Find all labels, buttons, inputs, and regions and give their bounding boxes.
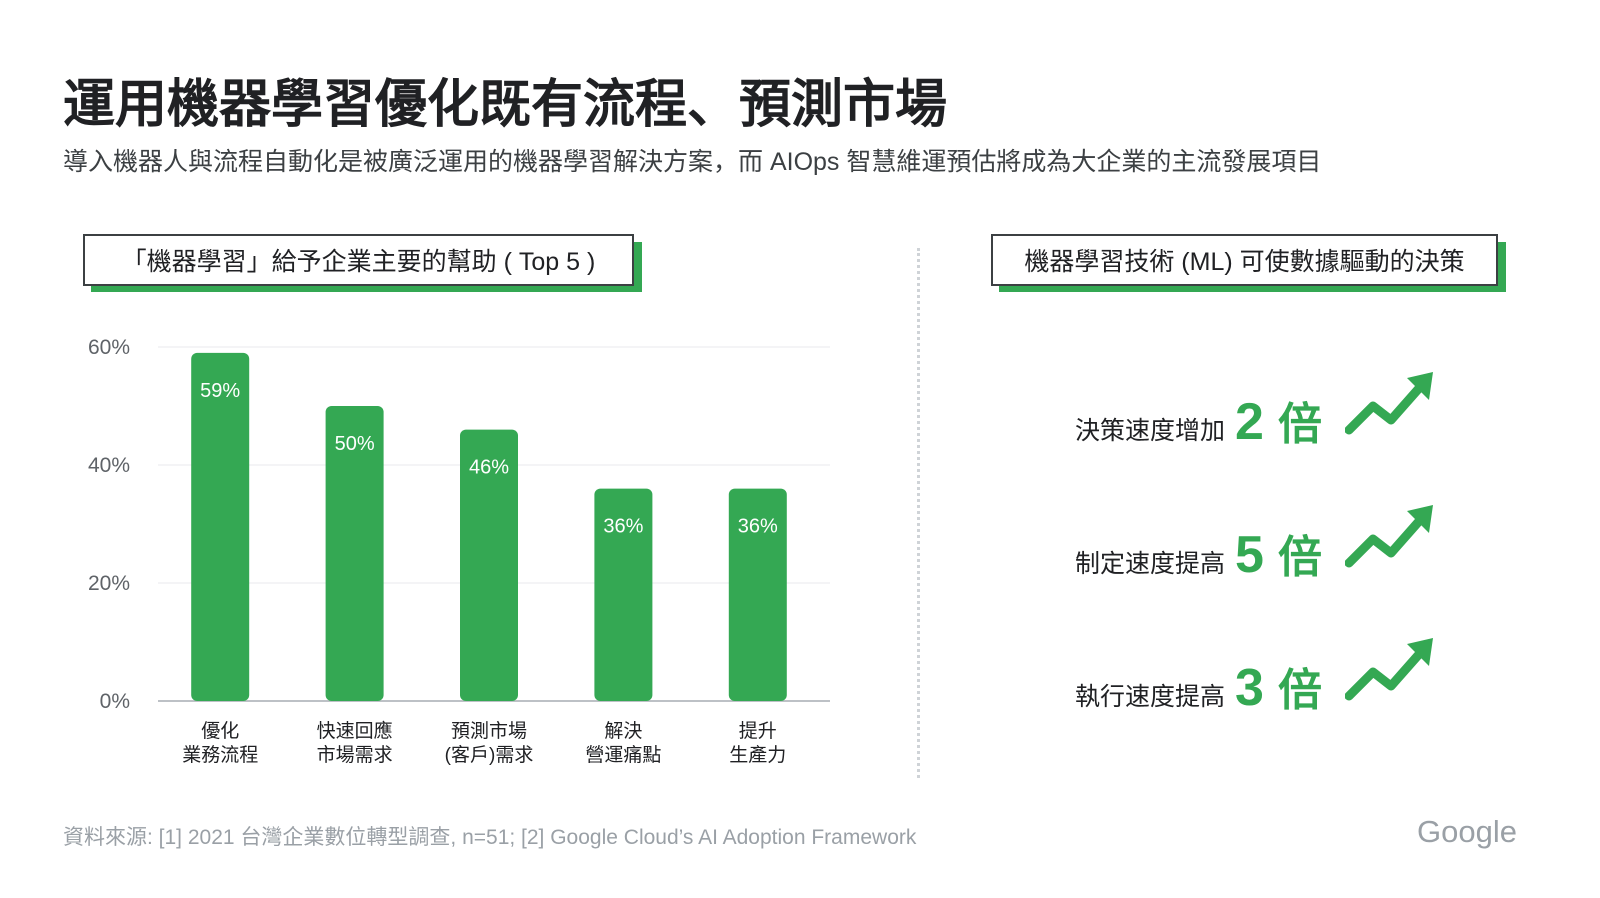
- bar: [594, 488, 653, 701]
- y-tick-label: 40%: [88, 454, 130, 477]
- x-tick-label: 預測市場: [451, 720, 527, 742]
- metric-decision-speed: 決策速度增加 2 倍: [1075, 388, 1322, 458]
- metric-formulation-speed: 制定速度提高 5 倍: [1075, 521, 1322, 591]
- x-tick-label: 市場需求: [317, 744, 393, 766]
- x-tick-label: 優化: [201, 720, 239, 742]
- x-tick-label: 快速回應: [317, 719, 393, 742]
- bar: [191, 352, 250, 701]
- page-title: 運用機器學習優化既有流程、預測市場: [63, 76, 948, 134]
- page-subtitle: 導入機器人與流程自動化是被廣泛運用的機器學習解決方案，而 AIOps 智慧維運預…: [63, 148, 1322, 176]
- metric-label: 執行速度提高: [1075, 683, 1226, 711]
- bar-value-label: 59%: [200, 380, 240, 402]
- bar: [728, 488, 787, 701]
- bar-value-label: 46%: [469, 457, 509, 479]
- y-tick-label: 0%: [100, 690, 130, 713]
- right-section-header: 機器學習技術 (ML) 可使數據驅動的決策: [991, 234, 1507, 294]
- metric-label: 制定速度提高: [1075, 550, 1226, 578]
- metric-value: 3: [1235, 659, 1264, 717]
- trending-up-icon: [1345, 638, 1433, 701]
- bar-value-label: 36%: [603, 516, 643, 538]
- trending-up-icon: [1345, 372, 1433, 435]
- google-logo: Google: [1417, 814, 1517, 849]
- trending-up-icon: [1345, 505, 1433, 568]
- source-note: 資料來源: [1] 2021 台灣企業數位轉型調查, n=51; [2] Goo…: [63, 826, 917, 849]
- x-tick-label: 生產力: [729, 744, 786, 766]
- metric-value: 2: [1235, 393, 1264, 451]
- metric-value: 5: [1235, 526, 1264, 584]
- right-section-label: 機器學習技術 (ML) 可使數據驅動的決策: [991, 234, 1498, 286]
- metric-unit: 倍: [1277, 666, 1322, 715]
- left-section-header: 「機器學習」給予企業主要的幫助 ( Top 5 ): [83, 234, 643, 294]
- x-tick-label: (客戶)需求: [445, 744, 534, 766]
- x-tick-label: 解決: [604, 720, 642, 742]
- metric-execution-speed: 執行速度提高 3 倍: [1075, 654, 1322, 724]
- left-section-label: 「機器學習」給予企業主要的幫助 ( Top 5 ): [83, 234, 634, 286]
- bar-value-label: 50%: [335, 433, 375, 455]
- bar: [460, 429, 518, 701]
- bar-value-label: 36%: [738, 516, 778, 538]
- metric-label: 決策速度增加: [1075, 417, 1226, 445]
- metric-unit: 倍: [1277, 400, 1322, 449]
- x-tick-label: 營運痛點: [585, 744, 661, 766]
- x-tick-label: 業務流程: [182, 744, 258, 766]
- bar: [325, 406, 384, 701]
- y-tick-label: 20%: [88, 572, 130, 595]
- metric-unit: 倍: [1277, 533, 1322, 582]
- section-divider: [917, 248, 920, 778]
- y-tick-label: 60%: [88, 336, 130, 359]
- x-tick-label: 提升: [739, 720, 777, 742]
